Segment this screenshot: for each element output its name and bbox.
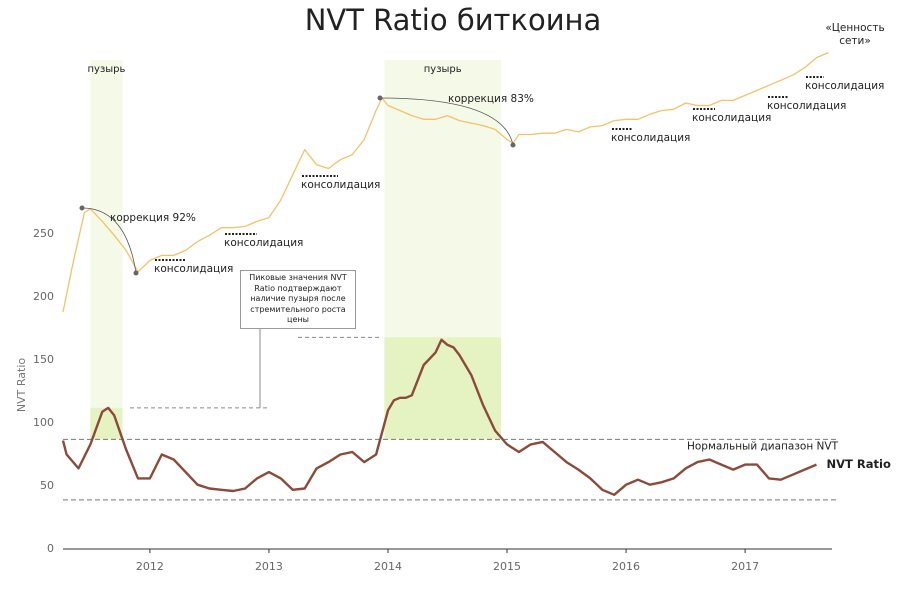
consolidation-label: консолидация <box>692 112 771 124</box>
bubble-label: пузырь <box>424 64 462 75</box>
series-line <box>62 52 829 313</box>
correction-arc <box>81 207 137 274</box>
consolidation-label: консолидация <box>767 100 846 112</box>
correction-dot <box>79 205 85 211</box>
bubble-peak-zone <box>384 337 502 440</box>
correction-arc <box>379 97 514 146</box>
bubble-band <box>90 60 123 440</box>
correction-label: коррекция 92% <box>110 212 196 224</box>
x-tick-label: 2014 <box>374 560 402 573</box>
consolidation-label: консолидация <box>805 80 884 92</box>
correction-dot <box>133 270 139 276</box>
consolidation-label: консолидация <box>224 237 303 249</box>
chart-title: NVT Ratio биткоина <box>305 3 602 37</box>
y-tick-label: 200 <box>33 290 54 303</box>
consolidation-label: консолидация <box>154 263 233 275</box>
y-tick-label: 0 <box>47 542 54 555</box>
x-tick-label: 2013 <box>255 560 283 573</box>
consolidation-label: консолидация <box>301 179 380 191</box>
y-tick-label: 50 <box>40 479 54 492</box>
x-tick-label: 2012 <box>136 560 164 573</box>
correction-label: коррекция 83% <box>448 93 534 105</box>
series-label: «Ценность сети» <box>825 22 885 47</box>
y-axis-label: NVT Ratio <box>15 358 28 412</box>
callout: Пиковые значения NVT Ratio подтверждают … <box>240 270 356 329</box>
correction-dot <box>510 142 516 148</box>
correction-dot <box>377 95 383 101</box>
consolidation-label: консолидация <box>611 132 690 144</box>
x-tick-label: 2017 <box>731 560 759 573</box>
y-tick-label: 250 <box>33 227 54 240</box>
series-line <box>61 338 817 496</box>
y-tick-label: 100 <box>33 416 54 429</box>
x-tick-label: 2015 <box>493 560 521 573</box>
series-label: NVT Ratio <box>827 457 891 471</box>
y-tick-label: 150 <box>33 353 54 366</box>
bubble-label: пузырь <box>87 64 125 75</box>
x-tick-label: 2016 <box>612 560 640 573</box>
normal-range-label: Нормальный диапазон NVT <box>687 440 839 452</box>
